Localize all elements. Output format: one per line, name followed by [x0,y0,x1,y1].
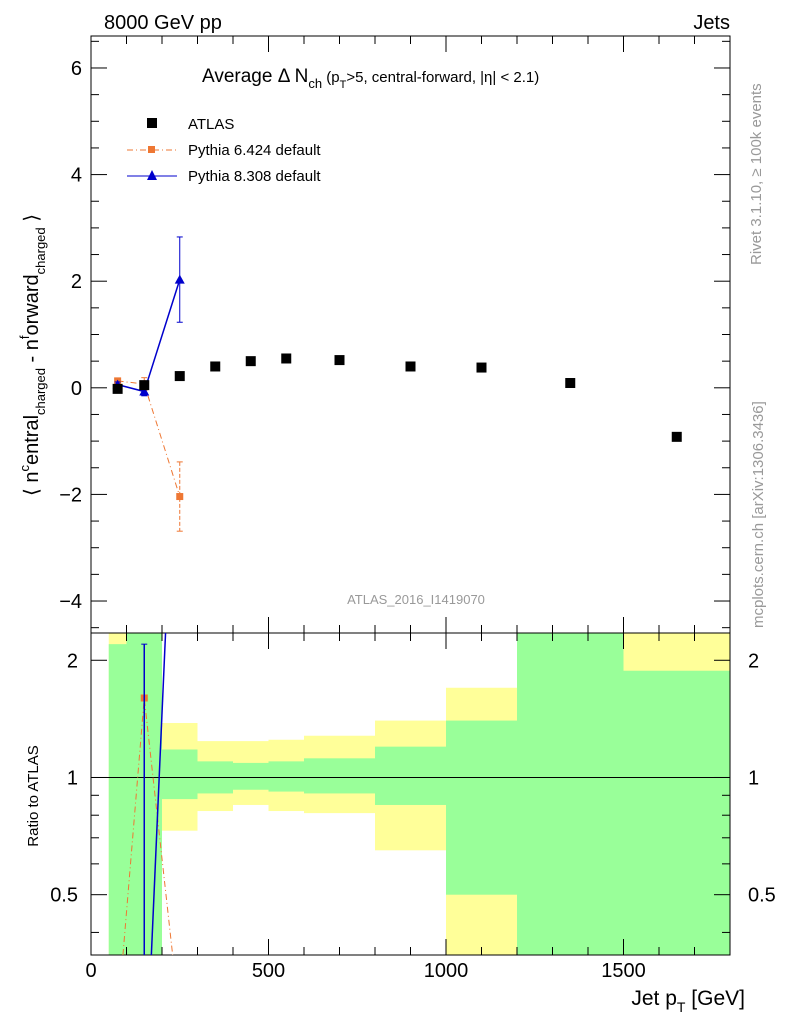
green-band-8 [446,720,517,895]
title-sub2: T [340,79,347,91]
x-axis-label-sub: T [677,999,686,1015]
atlas-data-point [476,362,487,373]
atlas-data-point [405,361,416,372]
ratio-ytick-label-left-0: 0.5 [50,885,78,907]
green-band-2 [162,749,198,800]
plot-title: Average Δ Nch (pT>5, central-forward, |η… [202,66,539,91]
green-band-7 [375,746,446,805]
y-label-part: - n [21,339,43,368]
y-label-part: entral [21,415,43,465]
x-tick-label-1: 500 [252,960,285,982]
ratio-ytick-label-left-1: 1 [67,767,78,789]
y-label-part: f [17,335,32,339]
x-axis-label: Jet pT [GeV] [631,987,745,1015]
atlas-data-point [565,378,576,389]
y-label-part: charged [33,368,48,415]
ratio-ytick-label-right-2: 2 [748,650,759,672]
ratio-y-axis-label: Ratio to ATLAS [25,745,42,846]
y-label-part: ⟩ [21,214,43,227]
ratio-pythia6-line [122,697,174,956]
atlas-data-point [245,356,256,367]
title-main: Average Δ N [202,66,308,87]
legend-label-atlas: ATLAS [188,116,234,133]
header-category-label: Jets [693,12,730,34]
atlas-data-point [174,371,185,382]
pythia8-line [117,279,181,393]
x-axis-label-main: Jet p [631,987,677,1010]
header-energy-label: 8000 GeV pp [104,12,222,34]
ratio-ytick-label-right-1: 1 [748,767,759,789]
green-band-6 [304,758,375,794]
atlas-data-point [139,380,150,391]
ratio-uncertainty-bands [91,633,730,955]
legend-marker-pythia6 [148,146,155,153]
main-ytick-label-3: 2 [71,271,82,293]
ratio-pythia8-line [150,632,167,956]
legend-marker-pythia8 [147,170,157,180]
main-ytick-label-0: −4 [59,591,82,613]
rivet-version-label: Rivet 3.1.10, ≥ 100k events [748,83,765,265]
main-ytick-label-1: −2 [59,484,82,506]
green-band-4 [233,762,269,790]
green-band-5 [268,761,304,792]
pythia6-line [117,380,181,497]
x-axis-label-tail: [GeV] [685,987,745,1010]
y-label-part: orward [21,274,43,335]
atlas-data-point [281,353,292,364]
title-tail: >5, central-forward, |η| < 2.1) [346,69,539,86]
legend-label-pythia8: Pythia 8.308 default [188,168,321,185]
title-sub: ch [308,76,322,91]
title-rest: (p [322,69,340,86]
y-label-part: charged [33,227,48,274]
y-label-part: ⟨ n [21,472,43,496]
x-tick-label-2: 1000 [424,960,469,982]
atlas-data-point [112,383,123,394]
ratio-ytick-label-right-0: 0.5 [748,885,776,907]
main-axis-ticks: −4 −2 0 2 4 6 [59,36,731,633]
pythia8-point [174,274,185,284]
main-series [112,236,682,532]
green-band-9 [517,633,624,955]
ratio-ytick-label-left-2: 2 [67,650,78,672]
x-tick-label-3: 1500 [601,960,646,982]
x-tick-label-0: 0 [85,960,96,982]
legend-label-pythia6: Pythia 6.424 default [188,142,321,159]
atlas-data-point [210,361,221,372]
pythia6-point [176,493,184,501]
main-ytick-label-2: 0 [71,378,82,400]
green-band-0 [108,644,127,955]
y-label-part: c [17,465,32,472]
main-ytick-label-4: 4 [71,165,82,187]
green-band-10 [623,670,730,955]
analysis-watermark: ATLAS_2016_I1419070 [347,592,485,607]
pythia8-point [139,386,150,396]
ratio-series [122,632,174,956]
atlas-data-point [334,355,345,366]
main-y-axis-label: ⟨ ncentralcharged - nforwardcharged ⟩ [17,214,48,496]
legend-marker-atlas [147,118,157,128]
atlas-data-point [671,431,682,442]
main-ytick-label-5: 6 [71,58,82,80]
main-panel-frame [90,35,731,634]
mcplots-credit-label: mcplots.cern.ch [arXiv:1306.3436] [750,401,767,628]
ratio-axis-ticks: 0.5 0.5 1 1 2 2 0 500 1000 1500 [50,633,776,982]
legend: ATLAS Pythia 6.424 default Pythia 8.308 … [127,116,321,185]
